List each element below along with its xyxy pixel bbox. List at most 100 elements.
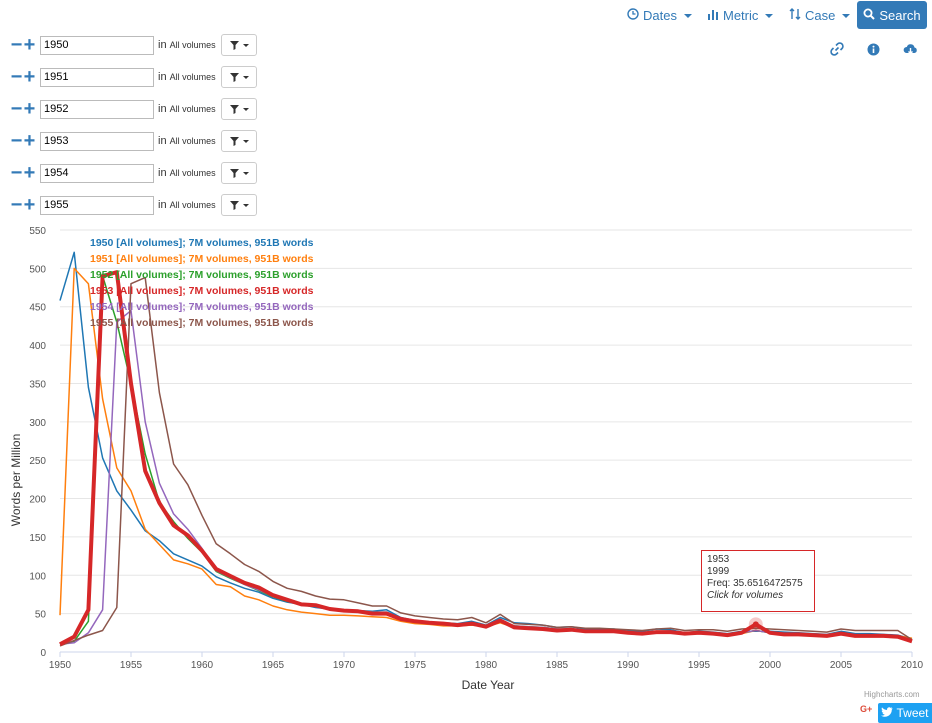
legend-item[interactable]: 1953 [All volumes]; 7M volumes, 951B wor… [90, 285, 314, 297]
case-label: Case [805, 8, 836, 23]
in-label: in [158, 135, 167, 147]
y-tick-label: 0 [40, 648, 46, 659]
minus-button[interactable]: − [10, 194, 23, 216]
plus-button[interactable]: + [23, 34, 36, 56]
minus-button[interactable]: − [10, 66, 23, 88]
y-tick-label: 400 [29, 341, 46, 352]
twitter-icon [881, 706, 893, 720]
term-input[interactable] [40, 195, 154, 215]
plus-button[interactable]: + [23, 66, 36, 88]
x-tick-label: 2005 [830, 660, 853, 671]
metric-dropdown[interactable]: Metric [707, 8, 774, 23]
scope-label: All volumes [169, 40, 216, 50]
caret-down-icon [683, 13, 692, 18]
plus-button[interactable]: + [23, 162, 36, 184]
filter-icon [229, 200, 239, 210]
legend-item[interactable]: 1955 [All volumes]; 7M volumes, 951B wor… [90, 317, 314, 329]
highcharts-credit[interactable]: Highcharts.com [864, 690, 920, 699]
legend-item[interactable]: 1950 [All volumes]; 7M volumes, 951B wor… [90, 237, 314, 249]
query-row: −+ in All volumes [10, 66, 257, 88]
tooltip[interactable]: 1953 1999 Freq: 35.6516472575 Click for … [701, 550, 815, 612]
scope-label: All volumes [169, 168, 216, 178]
term-input[interactable] [40, 35, 154, 55]
x-tick-label: 1965 [262, 660, 285, 671]
info-icon[interactable] [864, 40, 882, 58]
filter-icon [229, 104, 239, 114]
scope-text: in All volumes [158, 167, 218, 179]
google-plus-button[interactable]: G+ [860, 704, 873, 714]
y-tick-label: 100 [29, 571, 46, 582]
minus-button[interactable]: − [10, 162, 23, 184]
minus-button[interactable]: − [10, 98, 23, 120]
sort-icon [789, 8, 801, 23]
filter-dropdown[interactable] [221, 130, 257, 152]
x-tick-label: 1950 [49, 660, 72, 671]
series-line[interactable] [59, 270, 913, 647]
filter-dropdown[interactable] [221, 98, 257, 120]
link-icon[interactable] [828, 40, 846, 58]
y-tick-label: 450 [29, 303, 46, 314]
caret-down-icon [242, 75, 249, 79]
tweet-button[interactable]: Tweet [878, 703, 932, 723]
legend-item[interactable]: 1954 [All volumes]; 7M volumes, 951B wor… [90, 301, 314, 313]
x-tick-label: 1985 [546, 660, 569, 671]
filter-dropdown[interactable] [221, 66, 257, 88]
y-tick-label: 50 [35, 610, 47, 621]
metric-label: Metric [723, 8, 759, 23]
filter-dropdown[interactable] [221, 194, 257, 216]
minus-button[interactable]: − [10, 130, 23, 152]
in-label: in [158, 39, 167, 51]
caret-down-icon [242, 139, 249, 143]
tweet-label: Tweet [896, 706, 929, 720]
in-label: in [158, 103, 167, 115]
y-tick-label: 550 [29, 226, 46, 237]
tooltip-link[interactable]: Click for volumes [707, 590, 784, 601]
caret-down-icon [242, 171, 249, 175]
filter-icon [229, 72, 239, 82]
filter-dropdown[interactable] [221, 34, 257, 56]
legend-item[interactable]: 1952 [All volumes]; 7M volumes, 951B wor… [90, 269, 314, 281]
dates-dropdown[interactable]: Dates [627, 8, 692, 23]
y-tick-label: 250 [29, 456, 46, 467]
cloud-download-icon[interactable] [901, 40, 919, 58]
plus-button[interactable]: + [23, 194, 36, 216]
caret-down-icon [242, 203, 249, 207]
x-tick-label: 1970 [333, 660, 356, 671]
term-input[interactable] [40, 163, 154, 183]
caret-down-icon [242, 107, 249, 111]
case-dropdown[interactable]: Case [789, 8, 851, 23]
term-input[interactable] [40, 67, 154, 87]
clock-icon [627, 8, 639, 23]
y-tick-label: 500 [29, 264, 46, 275]
x-tick-label: 1960 [191, 660, 214, 671]
in-label: in [158, 71, 167, 83]
y-tick-label: 200 [29, 495, 46, 506]
term-input[interactable] [40, 131, 154, 151]
scope-label: All volumes [169, 200, 216, 210]
search-button[interactable]: Search [857, 1, 927, 29]
x-tick-label: 1955 [120, 660, 143, 671]
scope-text: in All volumes [158, 135, 218, 147]
filter-dropdown[interactable] [221, 162, 257, 184]
plus-button[interactable]: + [23, 98, 36, 120]
y-tick-label: 300 [29, 418, 46, 429]
scope-label: All volumes [169, 136, 216, 146]
term-input[interactable] [40, 99, 154, 119]
tooltip-freq: Freq: 35.6516472575 [707, 578, 803, 589]
x-tick-label: 1995 [688, 660, 711, 671]
x-tick-label: 1990 [617, 660, 640, 671]
x-axis-label: Date Year [462, 678, 515, 692]
x-tick-label: 1980 [475, 660, 498, 671]
hover-point [752, 621, 759, 628]
dates-label: Dates [643, 8, 677, 23]
y-tick-label: 350 [29, 379, 46, 390]
legend-item[interactable]: 1951 [All volumes]; 7M volumes, 951B wor… [90, 253, 314, 265]
series-line[interactable] [59, 276, 913, 647]
query-row: −+ in All volumes [10, 194, 257, 216]
scope-text: in All volumes [158, 199, 218, 211]
filter-icon [229, 168, 239, 178]
line-chart[interactable]: Words per Million Date Year 0 50 100 150 200… [0, 222, 932, 692]
query-row: −+ in All volumes [10, 162, 257, 184]
plus-button[interactable]: + [23, 130, 36, 152]
minus-button[interactable]: − [10, 34, 23, 56]
